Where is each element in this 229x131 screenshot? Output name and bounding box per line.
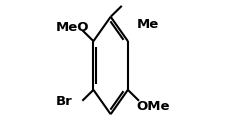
Text: Br: Br [55, 95, 72, 108]
Text: MeO: MeO [55, 21, 89, 34]
Text: Me: Me [136, 18, 158, 31]
Text: OMe: OMe [136, 100, 170, 113]
